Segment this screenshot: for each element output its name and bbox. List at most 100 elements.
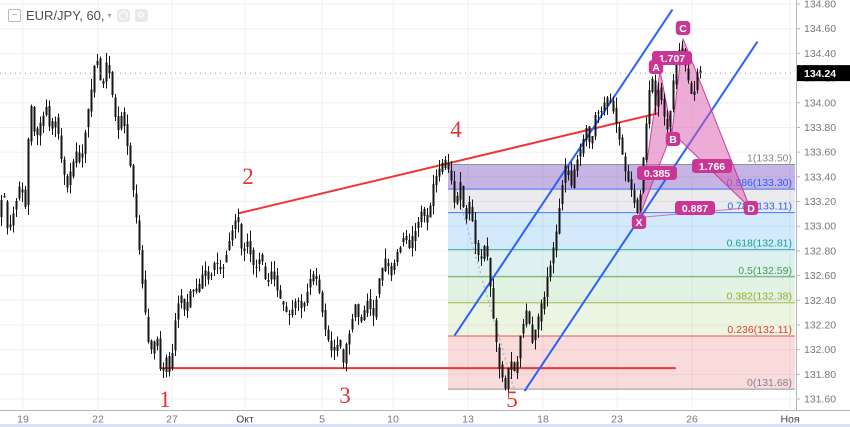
elliott-wave-labels[interactable]: 1 2 3 4 5 xyxy=(159,117,518,412)
candle-body xyxy=(597,112,600,114)
candle-body xyxy=(543,296,546,310)
wave-label-3[interactable]: 3 xyxy=(339,383,351,408)
candle-body xyxy=(126,123,129,146)
candle-body xyxy=(402,237,405,243)
candle-body xyxy=(333,347,336,351)
candle-body xyxy=(237,217,240,223)
wave-label-4[interactable]: 4 xyxy=(450,117,462,142)
candle-body xyxy=(222,267,225,269)
candle-body xyxy=(240,224,243,249)
candle-body xyxy=(117,116,120,130)
candle-body xyxy=(87,109,90,128)
candle-body xyxy=(213,263,216,270)
toggle-visibility-icon[interactable] xyxy=(116,9,130,22)
candle-body xyxy=(489,258,492,287)
price-axis[interactable]: 134.80134.60134.40134.20134.00133.80133.… xyxy=(796,0,850,427)
candle-body xyxy=(624,156,627,172)
candle-body xyxy=(444,160,447,168)
candle-body xyxy=(93,66,96,93)
time-tick-label: 26 xyxy=(686,414,698,426)
chevron-down-icon[interactable]: ▾ xyxy=(107,11,112,20)
candle-body xyxy=(366,301,369,313)
candle-body xyxy=(57,117,60,134)
candle-body xyxy=(315,275,318,280)
fib-band xyxy=(448,276,795,303)
wave-label-2[interactable]: 2 xyxy=(242,164,254,189)
time-axis[interactable]: 19 22 27 Окт 5 10 13 18 23 26 Ноя xyxy=(0,410,850,426)
candle-body xyxy=(387,262,390,266)
candle-body xyxy=(219,267,222,270)
pattern-point-badge-bg xyxy=(743,201,759,215)
candle-body xyxy=(528,311,531,324)
candle-body xyxy=(531,324,534,343)
candle-body xyxy=(540,303,543,322)
candle-body xyxy=(327,329,330,341)
candle-body xyxy=(546,276,549,297)
fib-band xyxy=(448,212,795,250)
candle-body xyxy=(42,115,45,126)
pattern-point-badge-bg xyxy=(665,132,681,146)
time-tick-label: 27 xyxy=(166,414,178,426)
pattern-point-badge[interactable]: C xyxy=(675,21,691,35)
pattern-point-badge[interactable]: D xyxy=(743,201,759,215)
candle-body xyxy=(384,258,387,271)
candle-body xyxy=(69,171,72,185)
pattern-point-badge[interactable]: X xyxy=(631,215,647,229)
pattern-ratio-badge[interactable]: 0.385 xyxy=(637,166,677,180)
candle-body xyxy=(12,213,15,226)
candle-body xyxy=(285,306,288,313)
candle-body xyxy=(3,196,6,198)
candle-body xyxy=(288,314,291,316)
time-tick-label: 13 xyxy=(462,414,474,426)
candle-body xyxy=(114,97,117,118)
price-tick-label: 132.00 xyxy=(804,344,836,356)
symbol-title[interactable]: EUR/JPY, 60, xyxy=(26,8,105,23)
pattern-point-badge[interactable]: B xyxy=(665,132,681,146)
price-tick-label: 132.60 xyxy=(804,270,836,282)
candle-body xyxy=(351,319,354,330)
candle-body xyxy=(456,196,459,204)
candle-body xyxy=(696,72,699,91)
pattern-ratio-badge-text: 1.707 xyxy=(659,53,685,65)
candle-body xyxy=(468,202,471,214)
candle-body xyxy=(393,262,396,271)
pattern-point-badge[interactable]: A xyxy=(648,60,664,74)
candle-body xyxy=(591,136,594,144)
candle-body xyxy=(138,220,141,250)
candle-body xyxy=(162,368,165,371)
properties-icon[interactable]: ⚙ xyxy=(134,9,148,22)
price-tick-label: 132.20 xyxy=(804,319,836,331)
candle-body xyxy=(471,206,474,221)
candle-body xyxy=(567,170,570,175)
candle-body xyxy=(474,220,477,245)
candle-body xyxy=(606,97,609,106)
time-tick-label: 18 xyxy=(537,414,549,426)
candle-body xyxy=(480,256,483,259)
price-axis-bg xyxy=(796,0,850,427)
fib-band xyxy=(448,302,795,337)
pattern-ratio-badge[interactable]: 1.766 xyxy=(692,159,732,173)
candle-body xyxy=(75,151,78,163)
candle-body xyxy=(48,105,51,127)
fib-level-label: 0.236(132.11) xyxy=(727,324,792,336)
candle-body xyxy=(279,289,282,299)
candle-body xyxy=(450,170,453,181)
candle-body xyxy=(645,123,648,160)
candle-body xyxy=(603,102,606,111)
collapse-legend-icon[interactable]: − xyxy=(8,9,21,22)
candle-body xyxy=(537,316,540,330)
price-tick-label: 133.60 xyxy=(804,147,836,159)
candle-body xyxy=(426,214,429,223)
candle-body xyxy=(573,169,576,189)
candle-body xyxy=(129,145,132,167)
candle-body xyxy=(174,320,177,351)
candle-body xyxy=(264,266,267,279)
wave-label-1[interactable]: 1 xyxy=(159,387,171,412)
candle-body xyxy=(519,335,522,359)
candle-body xyxy=(657,90,660,107)
fib-level-label: 0.382(132.38) xyxy=(727,291,792,303)
wave-label-5[interactable]: 5 xyxy=(506,387,518,412)
candle-body xyxy=(525,310,528,325)
pattern-ratio-badge[interactable]: 0.887 xyxy=(675,201,715,215)
